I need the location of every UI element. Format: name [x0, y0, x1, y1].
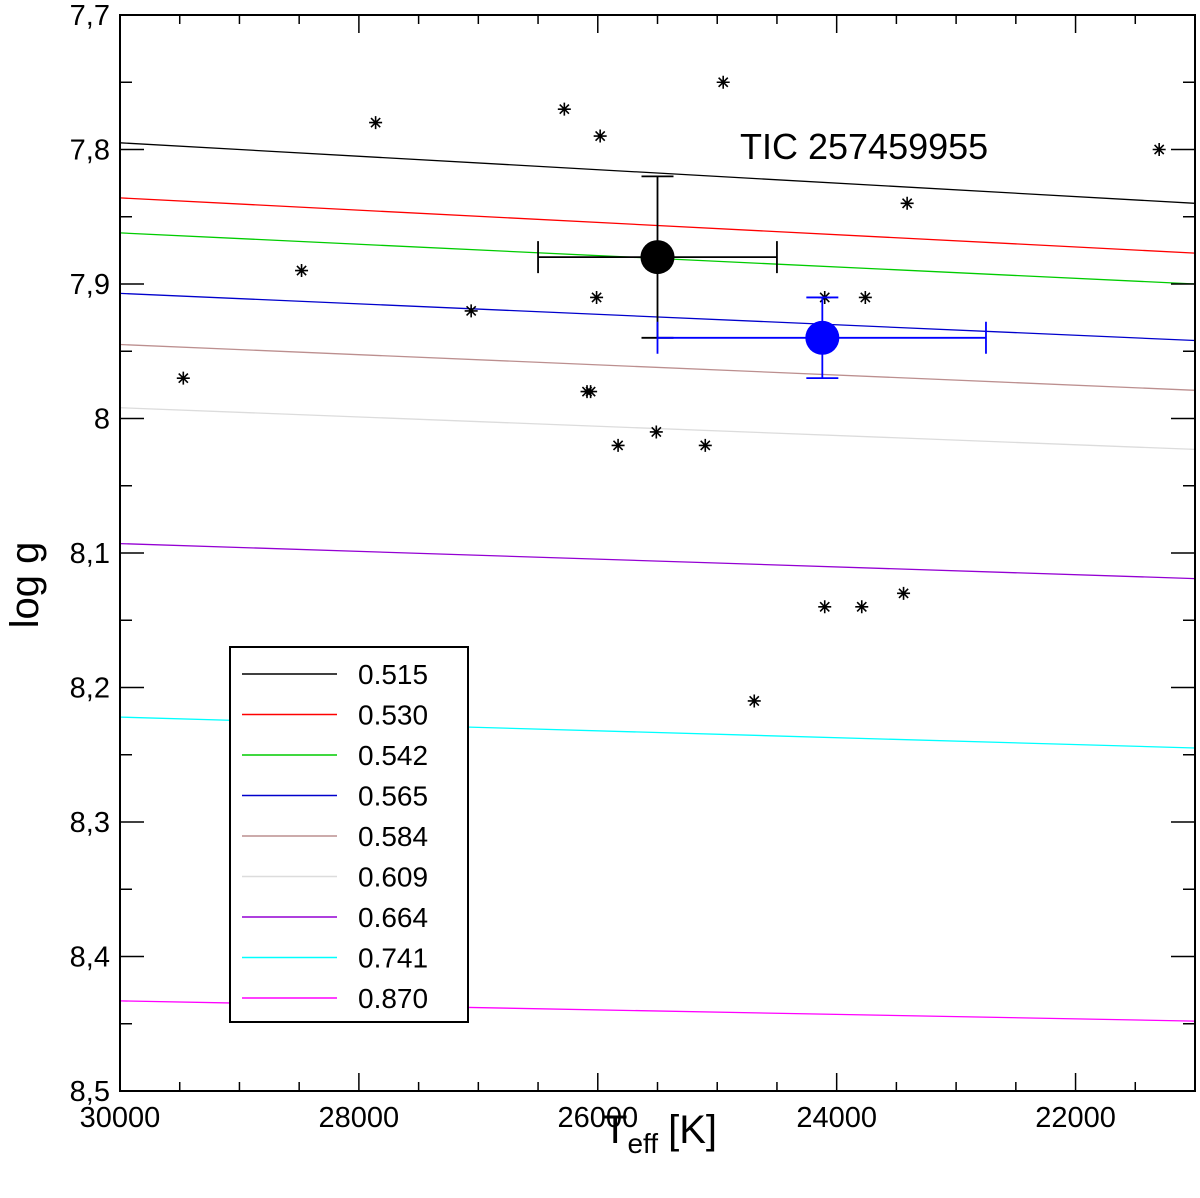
star-point [557, 102, 571, 116]
y-tick-label: 8,3 [70, 807, 110, 839]
star-point [1152, 143, 1166, 156]
track-line-0.664 [119, 542, 1196, 580]
legend-label-0.565: 0.565 [358, 781, 428, 812]
x-tick-label: 26000 [557, 1102, 638, 1134]
x-tick-label: 22000 [1035, 1102, 1116, 1134]
star-point [176, 371, 190, 385]
legend-box [229, 646, 469, 1023]
y-tick-label: 8 [94, 404, 110, 436]
x-axis-label-main: T [603, 1108, 627, 1152]
x-tick-label: 30000 [80, 1102, 161, 1134]
legend-label-0.609: 0.609 [358, 862, 428, 893]
axes: 30000 28000 26000 24000 22000 7,7 7,8 7,9 8 8,1 8,… [70, 0, 1196, 1134]
target-point-blue [805, 320, 840, 355]
legend: 0.515 0.530 0.542 0.565 0.584 0.609 0.664 0.741… [229, 646, 469, 1023]
legend-label-0.515: 0.515 [358, 659, 428, 690]
star-point [369, 116, 383, 130]
target-measurements [537, 175, 987, 380]
star-point [464, 304, 478, 318]
chart-annotation: TIC 257459955 [740, 126, 988, 167]
track-line-0.515 [119, 142, 1196, 204]
star-point [649, 425, 663, 439]
star-point [858, 290, 872, 304]
y-tick-label: 8,5 [70, 1076, 110, 1108]
star-point [611, 438, 625, 452]
y-tick-label: 7,9 [70, 269, 110, 301]
target-point-black [640, 240, 675, 275]
star-point [593, 129, 607, 143]
legend-label-0.542: 0.542 [358, 740, 428, 771]
star-point [698, 438, 712, 452]
star-point [897, 586, 911, 600]
x-tick-label: 24000 [796, 1102, 877, 1134]
legend-label-0.741: 0.741 [358, 943, 428, 974]
x-axis-label: Teff [K] [603, 1108, 717, 1159]
y-tick-label: 8,4 [70, 942, 110, 974]
legend-label-0.870: 0.870 [358, 983, 428, 1014]
star-point [900, 196, 914, 210]
star-point [295, 264, 309, 278]
legend-label-0.584: 0.584 [358, 821, 428, 852]
x-axis-label-unit: [K] [668, 1108, 717, 1152]
star-point [716, 75, 730, 89]
y-tick-label: 8,2 [70, 673, 110, 705]
comparison-stars [176, 75, 1166, 708]
legend-label-0.530: 0.530 [358, 700, 428, 731]
track-line-0.584 [119, 343, 1196, 391]
star-point [590, 290, 604, 304]
track-lines [119, 142, 1196, 1022]
x-axis-label-sub: eff [627, 1128, 658, 1159]
y-axis-label: log g [3, 542, 47, 629]
star-point [747, 694, 761, 708]
y-tick-label: 7,8 [70, 135, 110, 167]
star-point [584, 385, 598, 399]
star-point [855, 600, 869, 614]
star-point [818, 600, 832, 614]
legend-label-0.664: 0.664 [358, 902, 428, 933]
track-line-0.609 [119, 407, 1196, 451]
x-tick-label: 28000 [319, 1102, 400, 1134]
y-tick-label: 7,7 [70, 0, 110, 32]
y-tick-label: 8,1 [70, 538, 110, 570]
